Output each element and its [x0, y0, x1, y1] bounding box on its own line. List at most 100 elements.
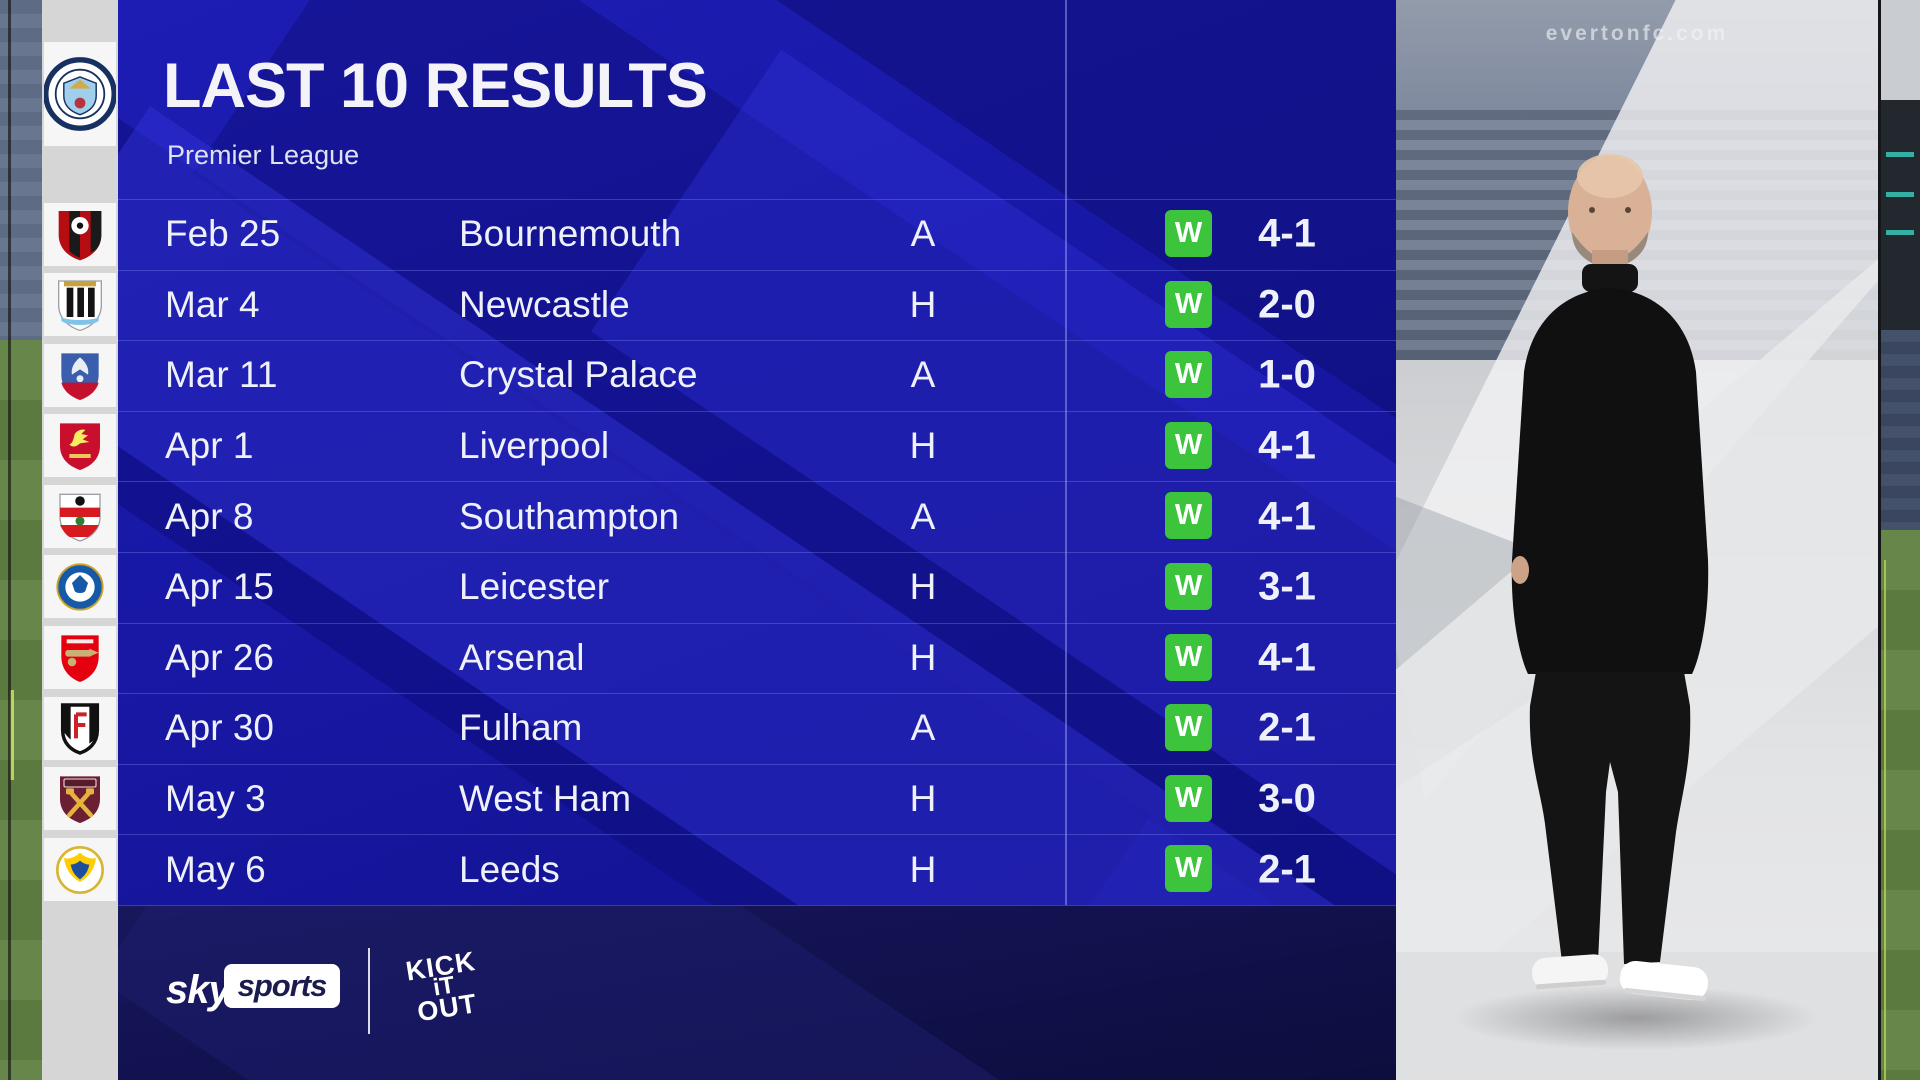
crowd-strip	[1878, 330, 1920, 530]
venue-indicator: A	[910, 213, 936, 255]
venue-indicator: H	[909, 425, 937, 467]
arsenal-crest-icon	[61, 634, 99, 682]
opponent-name: Southampton	[459, 495, 680, 537]
row-separator	[118, 622, 1396, 624]
crest-tile	[44, 203, 116, 266]
match-date: Apr 26	[165, 636, 275, 678]
opponent-name: Bournemouth	[459, 213, 682, 255]
figure-shadow	[1451, 985, 1821, 1051]
match-date: May 6	[165, 848, 266, 890]
leeds-crest-icon	[56, 845, 104, 894]
scoreboard-text-hint	[1886, 192, 1914, 197]
manchester-city-crest-icon	[44, 57, 116, 131]
crest-tile	[44, 626, 116, 689]
match-date: Apr 15	[165, 566, 275, 608]
leicester-crest-icon	[56, 562, 104, 611]
match-date: Mar 4	[165, 283, 260, 325]
frame-line	[1878, 0, 1881, 1080]
win-badge: W	[1165, 210, 1212, 257]
scoreboard-text-hint	[1886, 230, 1914, 235]
win-badge: W	[1165, 774, 1212, 822]
win-badge: W	[1165, 351, 1212, 399]
match-score: 4-1	[1258, 635, 1316, 680]
pitch-line	[1884, 560, 1886, 1080]
match-score: 2-0	[1258, 282, 1316, 327]
venue-indicator: H	[909, 283, 937, 325]
venue-indicator: H	[909, 778, 937, 820]
newcastle-crest-icon	[58, 279, 102, 331]
liverpool-crest-icon	[60, 422, 100, 470]
manager-photo	[1511, 154, 1709, 1002]
match-score: 3-0	[1258, 776, 1316, 821]
west-ham-crest-icon	[60, 775, 100, 823]
result-row: Apr 8 Southampton A W 4-1	[42, 481, 1396, 552]
opponent-name: West Ham	[459, 778, 632, 820]
result-row: Apr 26 Arsenal H W 4-1	[42, 622, 1396, 694]
result-row: Mar 4 Newcastle H W 2-0	[42, 269, 1396, 341]
crest-tile	[44, 767, 116, 830]
crest-tile	[44, 555, 116, 618]
row-separator	[118, 763, 1396, 765]
southampton-crest-icon	[59, 493, 101, 542]
background-video-left	[0, 0, 42, 1080]
result-row: Mar 11 Crystal Palace A W 1-0	[42, 340, 1396, 411]
pitch-line	[10, 690, 14, 780]
row-separator	[118, 552, 1396, 553]
opponent-name: Newcastle	[459, 283, 630, 325]
page-title: LAST 10 RESULTS	[163, 51, 708, 121]
club-crest-tile	[44, 42, 116, 146]
logo-separator-line	[368, 948, 370, 1034]
opponent-name: Fulham	[459, 707, 583, 749]
fulham-crest-icon	[60, 702, 100, 755]
row-separator	[118, 481, 1396, 483]
match-score: 2-1	[1258, 705, 1316, 750]
win-badge: W	[1165, 492, 1212, 540]
result-row: Feb 25 Bournemouth A W 4-1	[42, 199, 1396, 270]
kick-it-out-logo: KICK iT OUT	[390, 933, 498, 1041]
crest-tile	[44, 273, 116, 336]
match-date: Apr 1	[165, 425, 254, 467]
opponent-name: Liverpool	[459, 425, 610, 467]
background-video-right	[1878, 0, 1920, 1080]
row-separator	[118, 199, 1396, 200]
opponent-name: Leeds	[459, 848, 560, 890]
match-date: May 3	[165, 778, 266, 820]
match-date: Mar 11	[165, 354, 278, 396]
crest-tile	[44, 697, 116, 760]
match-score: 3-1	[1258, 564, 1316, 609]
venue-indicator: H	[909, 848, 937, 890]
frame-line	[8, 0, 11, 1080]
result-row: Apr 30 Fulham A W 2-1	[42, 693, 1396, 764]
win-badge: W	[1165, 563, 1212, 610]
crest-column	[42, 0, 118, 1080]
venue-indicator: H	[909, 566, 937, 608]
result-row: May 6 Leeds H W 2-1	[42, 834, 1396, 905]
venue-indicator: A	[910, 354, 936, 396]
crest-tile	[44, 485, 116, 548]
scoreboard-strip	[1878, 100, 1920, 330]
scoreboard-text-hint	[1886, 152, 1914, 157]
opponent-name: Arsenal	[459, 636, 585, 678]
crystal-palace-crest-icon	[61, 352, 99, 400]
row-separator	[118, 410, 1396, 412]
sky-sports-logo-text: sports	[237, 968, 328, 1003]
win-badge: W	[1165, 280, 1212, 328]
win-badge: W	[1165, 633, 1212, 681]
pitch-strip	[0, 340, 42, 1080]
result-row: May 3 West Ham H W 3-0	[42, 763, 1396, 835]
match-score: 4-1	[1258, 211, 1316, 256]
sky-sports-logo: sports	[224, 964, 340, 1008]
crest-tile	[44, 414, 116, 477]
match-score: 4-1	[1258, 423, 1316, 468]
result-row: Apr 15 Leicester H W 3-1	[42, 552, 1396, 623]
column-divider-line	[1065, 0, 1067, 905]
bournemouth-crest-icon	[58, 210, 102, 260]
match-score: 1-0	[1258, 352, 1316, 397]
crest-tile	[44, 344, 116, 407]
competition-label: Premier League	[167, 140, 360, 170]
venue-indicator: A	[910, 707, 936, 749]
venue-indicator: H	[909, 636, 937, 678]
win-badge: W	[1165, 704, 1212, 752]
win-badge: W	[1165, 845, 1212, 893]
